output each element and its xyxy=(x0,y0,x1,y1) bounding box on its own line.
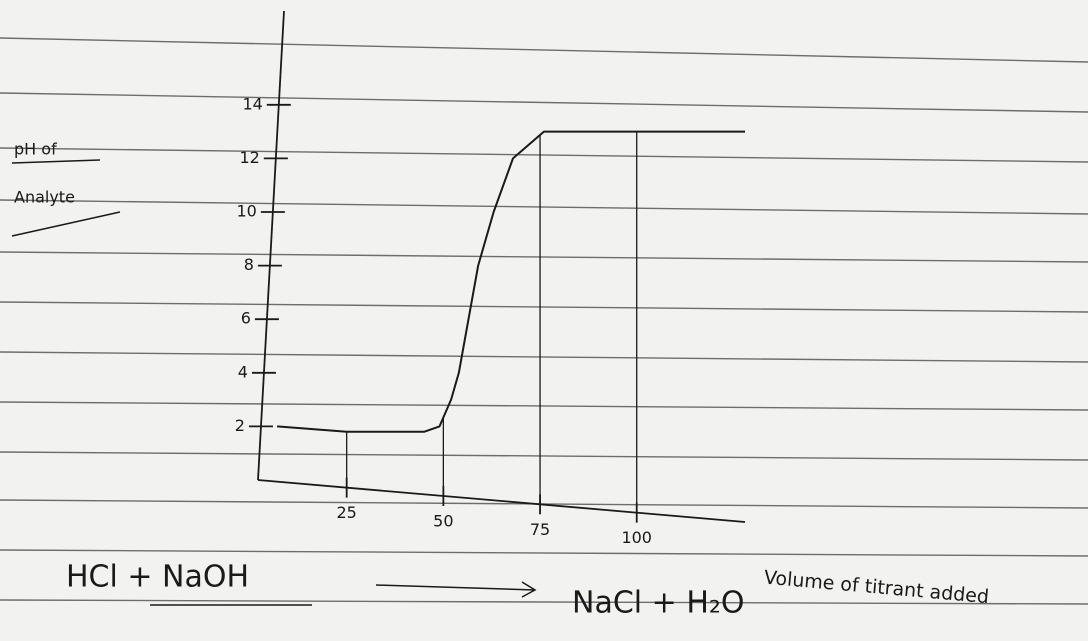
ruled-line xyxy=(0,200,1088,214)
x-tick-label: 100 xyxy=(621,528,652,547)
y-tick-label: 4 xyxy=(238,362,248,381)
y-tick-label: 12 xyxy=(239,148,259,167)
ruled-line xyxy=(0,452,1088,460)
ruled-line xyxy=(0,302,1088,312)
ruled-line xyxy=(0,550,1088,556)
y-tick-label: 6 xyxy=(241,309,251,328)
x-tick-label: 25 xyxy=(337,503,357,522)
titration-curve xyxy=(277,132,745,432)
x-axis-label: Volume of titrant added xyxy=(763,567,990,609)
underline xyxy=(12,212,120,236)
page: {"chart_data": {"type": "line", "y_label… xyxy=(0,0,1088,641)
equation-left: HCl + NaOH xyxy=(66,560,249,595)
y-tick-label: 2 xyxy=(235,416,245,435)
ruled-line xyxy=(0,252,1088,262)
ruled-line xyxy=(0,38,1088,62)
ruled-line xyxy=(0,93,1088,112)
notebook-page: pH of Analyte Volume of titrant added HC… xyxy=(0,0,1088,641)
y-tick-label: 10 xyxy=(236,202,256,221)
ruled-line xyxy=(0,148,1088,162)
y-axis-label: Analyte xyxy=(14,188,75,207)
x-axis xyxy=(258,480,745,522)
y-axis xyxy=(258,11,284,480)
y-tick-label: 14 xyxy=(242,94,262,113)
equation-right: NaCl + H₂O xyxy=(572,586,745,621)
y-axis-label: pH of xyxy=(14,140,57,159)
y-tick-label: 8 xyxy=(244,255,254,274)
x-tick-label: 50 xyxy=(433,511,453,530)
reaction-arrow xyxy=(376,585,535,590)
x-tick-label: 75 xyxy=(530,520,550,539)
ruled-line xyxy=(0,402,1088,410)
ruled-line xyxy=(0,352,1088,362)
underline xyxy=(12,160,100,163)
